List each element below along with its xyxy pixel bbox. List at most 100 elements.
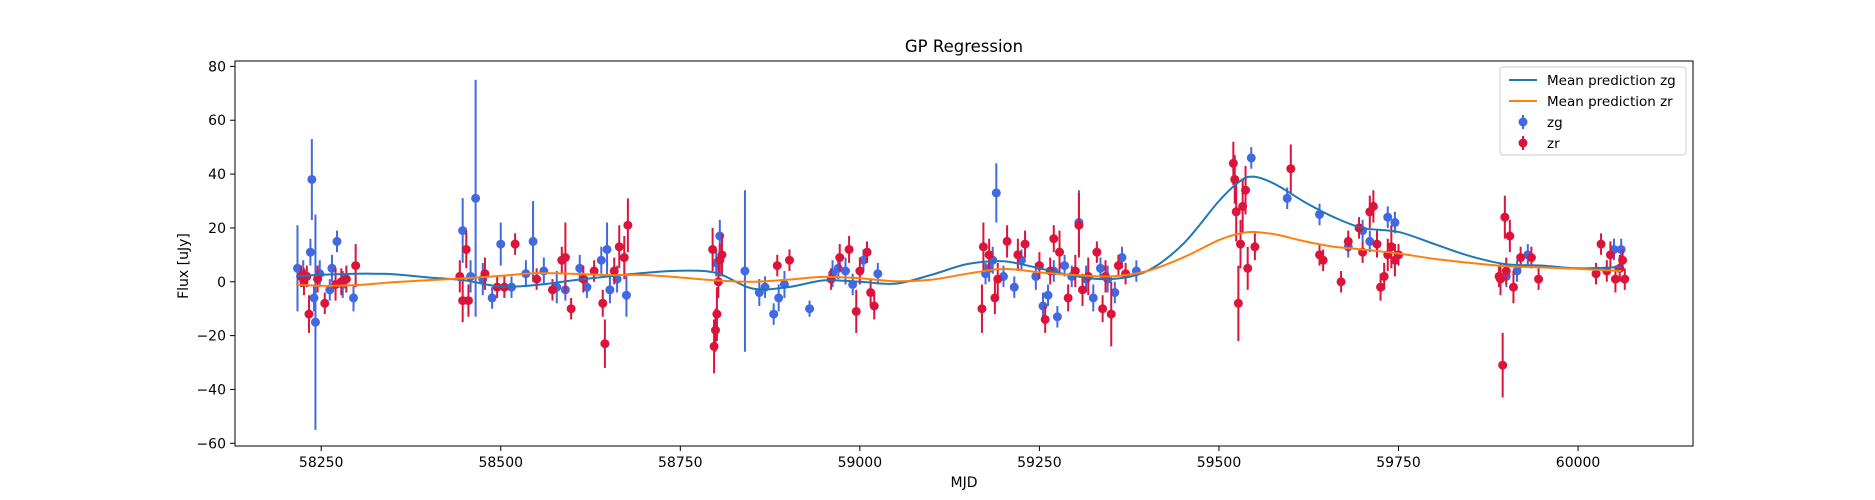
- zr-marker: [990, 293, 1000, 303]
- zr-data-point: [862, 241, 872, 263]
- zr-marker: [623, 220, 633, 230]
- zr-marker: [304, 309, 314, 319]
- zg-marker: [1043, 290, 1053, 300]
- zr-data-point: [614, 225, 624, 269]
- zr-data-point: [1055, 230, 1065, 274]
- legend-label: zr: [1547, 136, 1560, 152]
- zr-marker: [869, 301, 879, 311]
- y-tick-label: −60: [196, 436, 226, 452]
- y-tick-label: 0: [217, 275, 226, 291]
- zr-marker: [835, 253, 845, 263]
- zr-marker: [1230, 174, 1240, 184]
- zr-data-point: [1534, 268, 1544, 290]
- zr-marker: [600, 339, 610, 349]
- zr-marker: [713, 277, 723, 287]
- zr-marker: [1526, 253, 1536, 263]
- zg-marker: [528, 236, 538, 246]
- zr-data-point: [1078, 273, 1088, 306]
- zr-data-point: [1372, 230, 1382, 258]
- y-tick-label: −40: [196, 382, 226, 398]
- zr-marker: [862, 247, 872, 257]
- zr-marker: [1241, 185, 1251, 195]
- legend-label: Mean prediction zg: [1547, 73, 1676, 89]
- zg-data-point: [769, 303, 779, 325]
- zr-marker: [1020, 239, 1030, 249]
- legend-box: [1499, 66, 1687, 156]
- mean-prediction-lines: [295, 175, 1622, 291]
- zr-data-point: [978, 222, 988, 271]
- zg-data-point: [349, 284, 359, 312]
- zr-marker: [1055, 247, 1065, 257]
- zg-marker: [1282, 193, 1292, 203]
- zr-marker: [1231, 207, 1241, 217]
- zr-data-point: [341, 265, 351, 293]
- zr-data-point: [1040, 306, 1050, 333]
- zr-marker: [1074, 220, 1084, 230]
- zr-data-point: [835, 244, 845, 271]
- zr-marker: [1508, 282, 1518, 292]
- zr-marker: [709, 341, 719, 351]
- zg-marker: [1110, 288, 1120, 298]
- zg-data-point: [1052, 306, 1062, 328]
- zg-data-point: [1512, 260, 1522, 282]
- zr-marker: [619, 253, 629, 263]
- zg-marker: [292, 263, 302, 273]
- legend-item-mean-prediction-zr: Mean prediction zr: [1509, 94, 1673, 110]
- zg-marker: [309, 293, 319, 303]
- zg-data-point: [596, 246, 606, 274]
- zr-data-point: [1113, 254, 1123, 277]
- zr-marker: [1498, 360, 1508, 370]
- zr-marker: [1098, 304, 1108, 314]
- zr-data-point: [566, 297, 576, 320]
- zr-marker: [1386, 242, 1396, 252]
- zr-data-point: [1241, 166, 1251, 215]
- zr-marker: [341, 274, 351, 284]
- zg-marker: [1117, 253, 1127, 263]
- zr-data-point: [1020, 230, 1030, 258]
- zg-marker: [602, 244, 612, 254]
- legend: Mean prediction zg Mean prediction zr zg zr: [1499, 66, 1687, 156]
- zr-marker: [351, 261, 361, 271]
- zr-marker: [710, 325, 720, 335]
- zr-marker: [589, 266, 599, 276]
- zg-marker: [805, 304, 815, 314]
- zr-marker: [1233, 298, 1243, 308]
- zr-data-point: [1500, 195, 1510, 239]
- zr-marker: [866, 288, 876, 298]
- zg-marker: [1390, 218, 1400, 228]
- zg-data-point: [496, 222, 506, 266]
- x-tick-label: 59500: [1197, 455, 1242, 471]
- zg-marker: [496, 239, 506, 249]
- zr-data-point: [1596, 233, 1606, 255]
- zg-data-point: [602, 222, 612, 277]
- zg-marker: [471, 193, 481, 203]
- legend-label: Mean prediction zr: [1547, 94, 1673, 110]
- zr-marker: [855, 266, 865, 276]
- zr-marker: [461, 244, 471, 254]
- zr-data-point: [351, 244, 361, 288]
- x-tick-label: 59750: [1376, 455, 1421, 471]
- zr-data-point: [532, 268, 542, 290]
- zr-data-point: [1092, 241, 1102, 263]
- zg-data-point: [528, 201, 538, 282]
- zg-marker: [458, 226, 468, 236]
- zr-marker: [1336, 277, 1346, 287]
- zr-marker: [1106, 309, 1116, 319]
- zg-data-point: [991, 163, 1001, 223]
- x-tick-label: 59000: [838, 455, 883, 471]
- zg-data-point: [621, 273, 631, 317]
- zg-marker: [774, 293, 784, 303]
- zg-marker: [325, 285, 335, 295]
- zr-marker: [320, 298, 330, 308]
- zg-marker: [310, 317, 320, 327]
- zr-data-point: [1230, 155, 1240, 204]
- zr-marker: [1605, 250, 1615, 260]
- zr-marker: [1092, 247, 1102, 257]
- zg-data-point: [1246, 147, 1256, 169]
- zr-data-point: [598, 289, 608, 317]
- zg-data-point: [327, 254, 337, 282]
- zg-marker: [1060, 261, 1070, 271]
- zr-data-point: [1074, 192, 1084, 258]
- mean-prediction-zg-line: [295, 175, 1622, 291]
- zr-marker: [1013, 250, 1023, 260]
